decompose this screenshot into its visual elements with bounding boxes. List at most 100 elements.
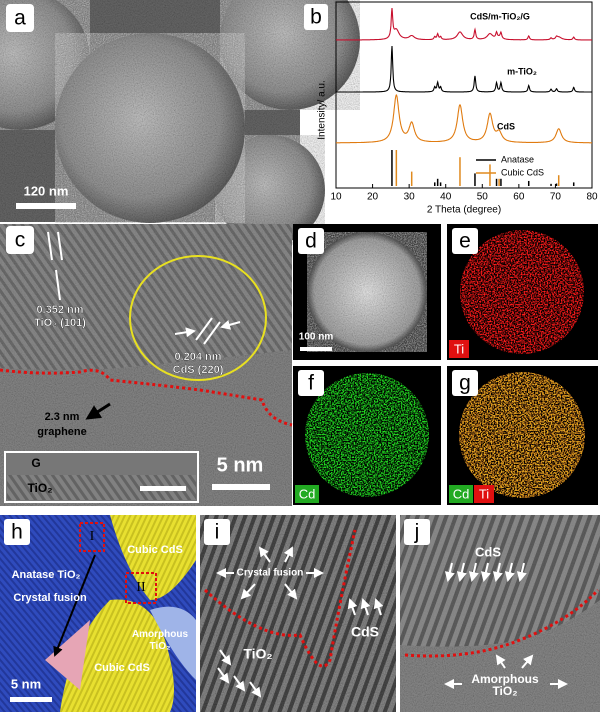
panel-h: h Anatase TiO₂ Cubic CdS Cubic CdS Amorp… bbox=[0, 515, 196, 712]
panel-label-box bbox=[298, 228, 324, 254]
arrow bbox=[495, 654, 506, 669]
x-tick-label: 70 bbox=[550, 192, 562, 203]
legend-label: Anatase bbox=[501, 154, 534, 164]
panel-label: b bbox=[310, 6, 322, 29]
phase-label: CdS bbox=[475, 544, 501, 559]
arrow bbox=[373, 598, 384, 616]
panel-label: i bbox=[215, 521, 220, 544]
box-label: I bbox=[90, 529, 95, 544]
element-tag bbox=[449, 485, 473, 503]
region-box bbox=[125, 572, 157, 604]
arrow bbox=[174, 327, 196, 338]
particle bbox=[307, 232, 427, 352]
sphere bbox=[215, 135, 325, 245]
panel-label: h bbox=[11, 521, 23, 544]
panel-label: f bbox=[308, 372, 314, 395]
element-tag bbox=[295, 485, 319, 503]
annotation: graphene bbox=[37, 426, 87, 438]
x-tick-label: 40 bbox=[440, 192, 452, 203]
trace-label: CdS/m-TiO₂/G bbox=[470, 11, 530, 21]
x-tick-label: 80 bbox=[586, 192, 598, 203]
fringe-line bbox=[195, 317, 213, 341]
region-label: Amorphous TiO₂ bbox=[132, 629, 189, 652]
scale-bar-label: 5 nm bbox=[217, 454, 264, 476]
arrow bbox=[456, 562, 467, 582]
element-label: Ti bbox=[479, 486, 489, 501]
arrow bbox=[220, 320, 241, 330]
lattice bbox=[0, 224, 292, 370]
element-label: Ti bbox=[454, 341, 464, 356]
panel-g: g Cd Ti bbox=[447, 366, 598, 505]
interface-line bbox=[203, 529, 357, 668]
interface-line bbox=[0, 368, 293, 427]
panel-label: e bbox=[459, 230, 471, 253]
panel-c: c 0.352 nm TiO₂ (101) 0.204 nm CdS (220)… bbox=[0, 224, 293, 506]
annotation: 2.3 nm bbox=[45, 411, 80, 423]
x-tick-label: 10 bbox=[330, 192, 342, 203]
arrow bbox=[504, 562, 515, 582]
phase-label: CdS bbox=[351, 624, 379, 640]
panel-label-box bbox=[6, 4, 34, 32]
annotation: TiO₂ (101) bbox=[34, 317, 86, 329]
arrow bbox=[347, 598, 358, 616]
arrow bbox=[284, 583, 298, 600]
arrow bbox=[468, 562, 479, 582]
arrow bbox=[360, 598, 371, 616]
panel-label: a bbox=[14, 7, 26, 30]
arrow bbox=[85, 402, 111, 420]
arrow bbox=[249, 681, 262, 698]
region-label: Cubic CdS bbox=[127, 544, 183, 556]
panel-label-box bbox=[4, 519, 30, 545]
interface-line bbox=[404, 588, 600, 658]
legend-label: Cubic CdS bbox=[501, 167, 544, 177]
element-tag bbox=[449, 340, 469, 358]
cds-particle-outline bbox=[129, 255, 267, 381]
y-axis-label: Intensity/ a.u. bbox=[317, 80, 328, 139]
arrow bbox=[258, 546, 271, 563]
plot-frame bbox=[335, 1, 593, 189]
annotation: 0.352 nm bbox=[36, 304, 83, 316]
annotation: CdS (220) bbox=[173, 364, 224, 376]
panel-label: d bbox=[305, 230, 317, 253]
xrd-trace bbox=[336, 93, 592, 144]
x-tick-label: 60 bbox=[513, 192, 525, 203]
region-label: Cubic CdS bbox=[94, 662, 150, 674]
panel-b: b 2 Theta (degree) Intensity/ a.u. 10 20 3… bbox=[304, 1, 598, 216]
scale-bar bbox=[10, 697, 52, 702]
phase-label: TiO₂ bbox=[243, 646, 272, 662]
panel-e: e Ti bbox=[447, 224, 598, 360]
arrow bbox=[516, 562, 527, 582]
panel-a: a 120 nm bbox=[0, 0, 360, 245]
arrow bbox=[480, 562, 491, 582]
arrow bbox=[240, 583, 256, 600]
annotation: 0.204 nm bbox=[174, 351, 221, 363]
sphere bbox=[55, 33, 245, 223]
region-label: Anatase TiO₂ bbox=[12, 569, 81, 581]
trace-label: CdS bbox=[497, 121, 515, 131]
scale-bar-label: 120 nm bbox=[24, 183, 69, 198]
fringe-line bbox=[203, 321, 221, 345]
panel-label-box bbox=[298, 370, 324, 396]
arrow bbox=[521, 654, 534, 669]
panel-label: j bbox=[414, 521, 420, 544]
annotation: Crystal fusion bbox=[13, 592, 87, 604]
xrd-trace bbox=[336, 7, 592, 41]
cd-map bbox=[305, 373, 429, 497]
fringe-line bbox=[57, 231, 63, 261]
panel-label-box bbox=[404, 519, 430, 545]
region-box bbox=[79, 522, 105, 552]
cd-map bbox=[459, 372, 585, 498]
interface-region bbox=[45, 620, 90, 690]
scale-bar bbox=[212, 484, 270, 490]
panel-label-box bbox=[204, 519, 230, 545]
element-label: Cd bbox=[453, 486, 470, 501]
trace-label: m-TiO₂ bbox=[507, 66, 537, 76]
arrows bbox=[444, 562, 568, 689]
xrd-trace bbox=[336, 45, 592, 93]
cds-region bbox=[110, 515, 196, 600]
arrow bbox=[444, 562, 455, 582]
inset-label: TiO₂ bbox=[27, 481, 52, 495]
panel-label-box bbox=[304, 4, 328, 30]
